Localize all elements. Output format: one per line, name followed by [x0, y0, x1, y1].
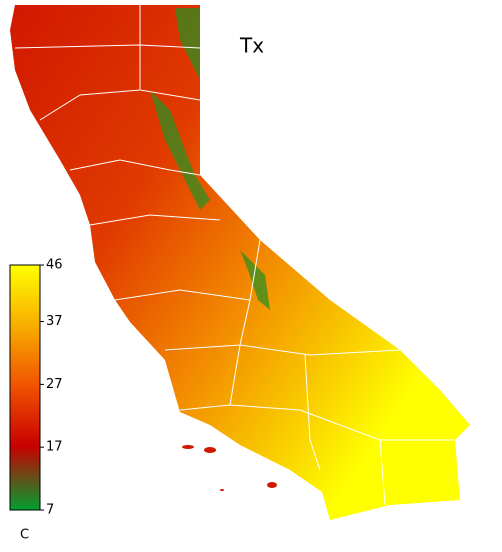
county-line [229, 239, 261, 406]
county-line [114, 289, 251, 301]
island [204, 447, 216, 453]
county-line [164, 344, 401, 356]
county-lines [14, 5, 460, 506]
colorbar-tick-label: 37 [46, 314, 63, 329]
colorbar-ramp [9, 264, 41, 511]
colorbar-tick-label: 17 [46, 440, 63, 455]
state-map [10, 5, 470, 520]
islands [182, 445, 277, 491]
island [267, 482, 277, 488]
colorbar-tick-label: 46 [46, 258, 63, 273]
colorbar-tick-label: 27 [46, 377, 63, 392]
county-line [69, 159, 201, 176]
island [220, 489, 224, 491]
county-line [304, 354, 321, 471]
county-line [89, 214, 221, 226]
island [182, 445, 194, 449]
state-shape [10, 5, 470, 520]
county-line [379, 439, 386, 506]
mountain-shade [150, 8, 270, 310]
county-line [179, 404, 460, 441]
colorbar-tick-label: 7 [46, 503, 54, 518]
colorbar: C 46 37 27 17 7 [9, 258, 63, 543]
colorbar-unit: C [20, 528, 29, 543]
county-line [39, 89, 141, 121]
map-title: Tx [239, 34, 264, 58]
